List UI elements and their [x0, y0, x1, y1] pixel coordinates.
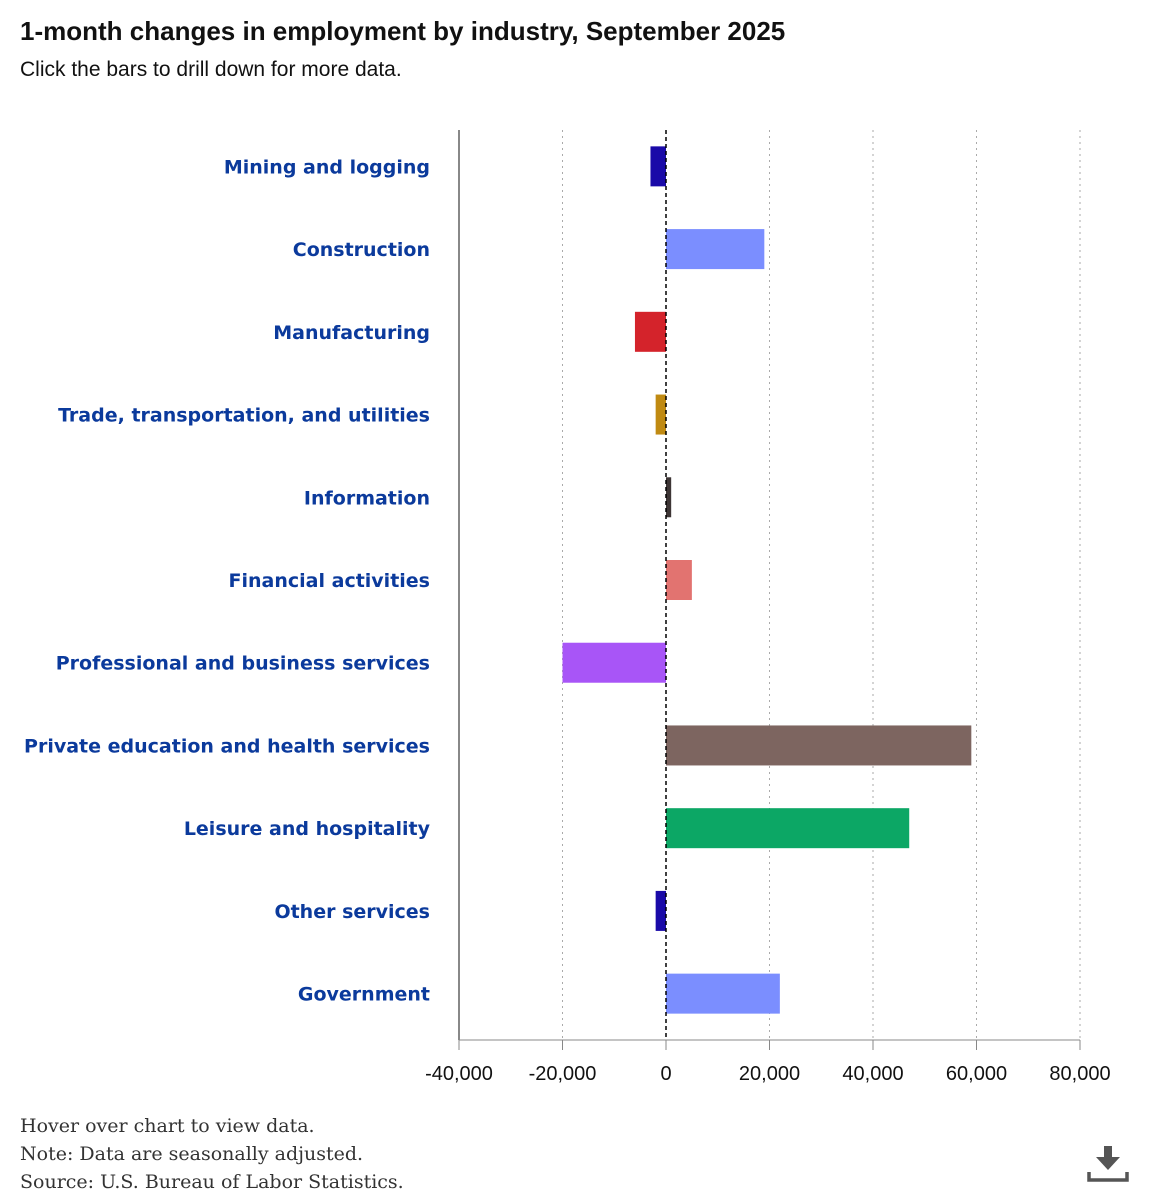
- x-tick-label: -20,000: [529, 1063, 597, 1085]
- bar[interactable]: [650, 146, 666, 187]
- x-tick-label: 60,000: [946, 1063, 1007, 1085]
- category-label[interactable]: Manufacturing: [273, 322, 430, 344]
- seasonal-note: Note: Data are seasonally adjusted.: [20, 1143, 364, 1165]
- category-label[interactable]: Information: [304, 487, 430, 509]
- bar[interactable]: [666, 229, 765, 270]
- x-tick-label: 0: [660, 1063, 671, 1085]
- category-label[interactable]: Trade, transportation, and utilities: [58, 405, 430, 427]
- chart-notes: Hover over chart to view data. Note: Dat…: [20, 1112, 404, 1196]
- x-tick-label: 20,000: [739, 1063, 800, 1085]
- bar[interactable]: [666, 725, 972, 766]
- bar[interactable]: [666, 973, 780, 1014]
- bar[interactable]: [666, 477, 672, 518]
- category-label[interactable]: Financial activities: [229, 570, 430, 592]
- category-label[interactable]: Government: [298, 984, 430, 1006]
- bar[interactable]: [562, 642, 667, 683]
- category-label[interactable]: Construction: [293, 239, 430, 261]
- x-tick-label: 40,000: [842, 1063, 903, 1085]
- bar[interactable]: [634, 311, 666, 352]
- category-label[interactable]: Mining and logging: [224, 156, 430, 178]
- category-label[interactable]: Private education and health services: [24, 735, 430, 757]
- hover-note: Hover over chart to view data.: [20, 1115, 315, 1137]
- category-label[interactable]: Leisure and hospitality: [184, 818, 431, 840]
- bar[interactable]: [666, 808, 910, 849]
- chart-subtitle: Click the bars to drill down for more da…: [20, 58, 402, 81]
- bar-chart: Mining and logging Construction Manufactur…: [24, 130, 1111, 1085]
- download-icon[interactable]: [1086, 1142, 1130, 1186]
- x-tick-label: -40,000: [425, 1063, 493, 1085]
- chart-title: 1-month changes in employment by industr…: [20, 16, 786, 46]
- x-tick-label: 80,000: [1049, 1063, 1110, 1085]
- bar[interactable]: [666, 560, 692, 600]
- bar[interactable]: [655, 394, 666, 435]
- source-note: Source: U.S. Bureau of Labor Statistics.: [20, 1171, 404, 1193]
- category-label[interactable]: Professional and business services: [56, 653, 430, 675]
- category-label[interactable]: Other services: [274, 901, 430, 923]
- bar[interactable]: [655, 890, 666, 931]
